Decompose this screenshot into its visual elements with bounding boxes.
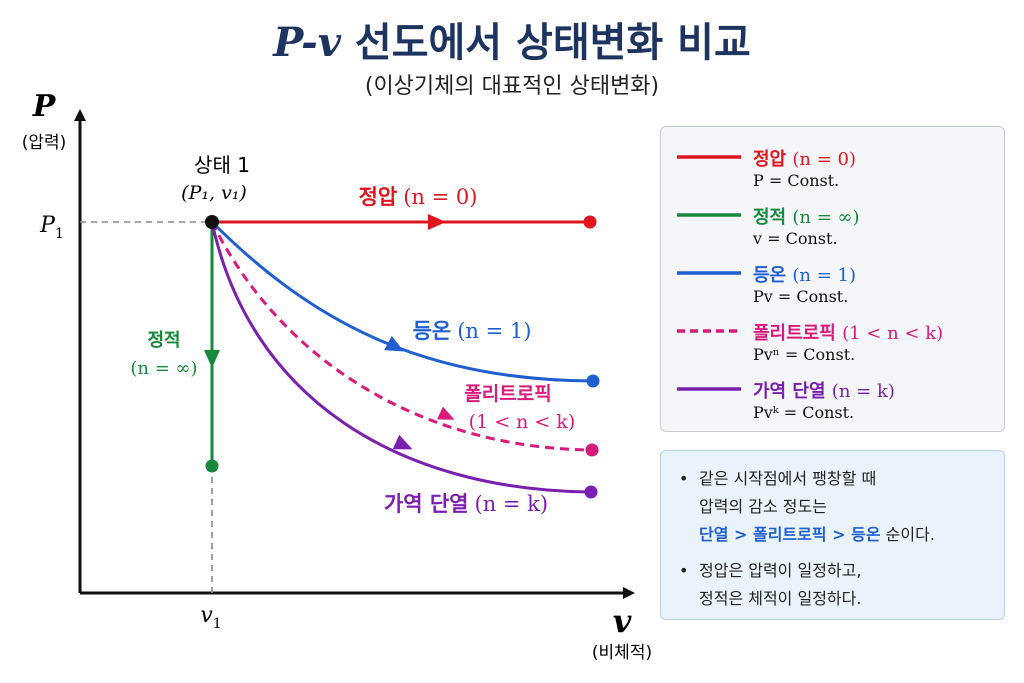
- legend-swatch-polytropic: [677, 329, 741, 333]
- polytropic-end-point: [585, 443, 599, 457]
- legend-cond-adiabatic: (n = k): [831, 381, 895, 402]
- legend-eq-isobaric: P = Const.: [753, 171, 840, 190]
- polytropic-label-name: 폴리트로픽: [464, 383, 551, 405]
- legend-cond-isothermal: (n = 1): [792, 265, 857, 286]
- x-axis-symbol: v: [613, 602, 632, 640]
- legend-item-adiabatic: 가역 단열 (n = k) Pvᵏ = Const.: [661, 373, 1006, 429]
- legend-item-isothermal: 등온 (n = 1) Pv = Const.: [661, 257, 1006, 313]
- legend-box: 정압 (n = 0) P = Const. 정적 (n = ∞) v = Con…: [660, 126, 1005, 432]
- note-bullet: •: [679, 561, 689, 580]
- isobaric-label-name: 정압: [359, 185, 398, 209]
- note-constant: • 정압은 압력이 일정하고, 정적은 체적이 일정하다.: [675, 557, 990, 613]
- v1-symbol: v: [200, 603, 213, 628]
- note1-line1: 같은 시작점에서 팽창할 때: [699, 469, 877, 488]
- isothermal-label-cond: (n = 1): [457, 319, 531, 343]
- isothermal-curve: [210, 220, 593, 383]
- p1-symbol: P: [39, 213, 56, 238]
- adiabatic-curve: [210, 221, 591, 494]
- legend-item-polytropic: 폴리트로픽 (1 < n < k) Pvⁿ = Const.: [661, 315, 1006, 371]
- polytropic-arrow: [437, 406, 455, 420]
- state1-label: 상태 1: [194, 153, 250, 177]
- note1-line3: 단열 > 폴리트로픽 > 등온 순이다.: [699, 521, 990, 549]
- p1-subscript: 1: [55, 226, 64, 242]
- legend-swatch-adiabatic: [677, 387, 741, 391]
- isochoric-arrow: [204, 350, 220, 368]
- notes-box: • 같은 시작점에서 팽창할 때 압력의 감소 정도는 단열 > 폴리트로픽 >…: [660, 450, 1005, 620]
- note1-line2: 압력의 감소 정도는: [699, 497, 827, 516]
- adiabatic-end-point: [584, 485, 598, 499]
- title-math: P-v: [273, 19, 341, 66]
- isobaric-arrow: [428, 214, 446, 230]
- v1-subscript: 1: [213, 616, 222, 632]
- adiabatic-arrow: [392, 434, 413, 450]
- legend-item-isobaric: 정압 (n = 0) P = Const.: [661, 141, 1006, 197]
- note-expansion: • 같은 시작점에서 팽창할 때 압력의 감소 정도는 단열 > 폴리트로픽 >…: [675, 465, 990, 549]
- legend-cond-isochoric: (n = ∞): [792, 207, 860, 228]
- isothermal-label-name: 등온: [413, 319, 452, 343]
- isochoric-end-point: [205, 459, 219, 473]
- note1-tail: 순이다.: [880, 525, 935, 544]
- isothermal-label: 등온 (n = 1): [413, 319, 532, 343]
- state1-coord: (P₁, v₁): [181, 182, 247, 204]
- note2-line2: 정적은 체적이 일정하다.: [699, 589, 862, 608]
- legend-cond-polytropic: (1 < n < k): [842, 323, 944, 344]
- polytropic-curve: [210, 221, 593, 452]
- p1-tick-label: P1: [39, 213, 64, 242]
- legend-eq-isochoric: v = Const.: [753, 229, 838, 248]
- legend-swatch-isothermal: [677, 271, 741, 275]
- x-axis-label: (비체적): [592, 643, 652, 663]
- legend-eq-polytropic: Pvⁿ = Const.: [753, 345, 856, 364]
- isochoric-label-cond: (n = ∞): [130, 358, 197, 379]
- isobaric-end-point: [583, 215, 597, 229]
- y-axis-symbol: P: [32, 89, 57, 124]
- isothermal-end-point: [586, 374, 600, 388]
- isothermal-arrow: [384, 335, 404, 352]
- adiabatic-label: 가역 단열 (n = k): [384, 492, 548, 516]
- legend-name-adiabatic: 가역 단열: [753, 381, 826, 402]
- legend-name-polytropic: 폴리트로픽: [753, 323, 836, 344]
- legend-eq-adiabatic: Pvᵏ = Const.: [753, 403, 855, 422]
- adiabatic-label-cond: (n = k): [475, 492, 549, 516]
- legend-name-isochoric: 정적: [753, 207, 787, 228]
- legend-swatch-isochoric: [677, 213, 741, 217]
- v1-tick-label: v1: [200, 603, 221, 632]
- note2-line1: 정압은 압력이 일정하고,: [699, 561, 862, 580]
- note-bullet: •: [679, 469, 689, 488]
- isobaric-label: 정압 (n = 0): [359, 185, 478, 209]
- page-title: P-v 선도에서 상태변화 비교: [0, 10, 1024, 68]
- legend-eq-isothermal: Pv = Const.: [753, 287, 849, 306]
- legend-name-isothermal: 등온: [753, 265, 787, 286]
- note1-highlight: 단열 > 폴리트로픽 > 등온: [699, 525, 881, 544]
- title-text: 선도에서 상태변화 비교: [340, 20, 751, 66]
- legend-item-isochoric: 정적 (n = ∞) v = Const.: [661, 199, 1006, 255]
- legend-swatch-isobaric: [677, 155, 741, 159]
- legend-name-isobaric: 정압: [753, 149, 787, 170]
- isochoric-label-name: 정적: [147, 330, 180, 351]
- y-axis-label: (압력): [22, 133, 67, 153]
- polytropic-label-cond: (1 < n < k): [469, 411, 576, 433]
- adiabatic-label-name: 가역 단열: [384, 492, 469, 516]
- isobaric-label-cond: (n = 0): [403, 185, 477, 209]
- legend-cond-isobaric: (n = 0): [792, 149, 857, 170]
- page-subtitle: (이상기체의 대표적인 상태변화): [364, 74, 660, 99]
- state1-point: [205, 215, 219, 229]
